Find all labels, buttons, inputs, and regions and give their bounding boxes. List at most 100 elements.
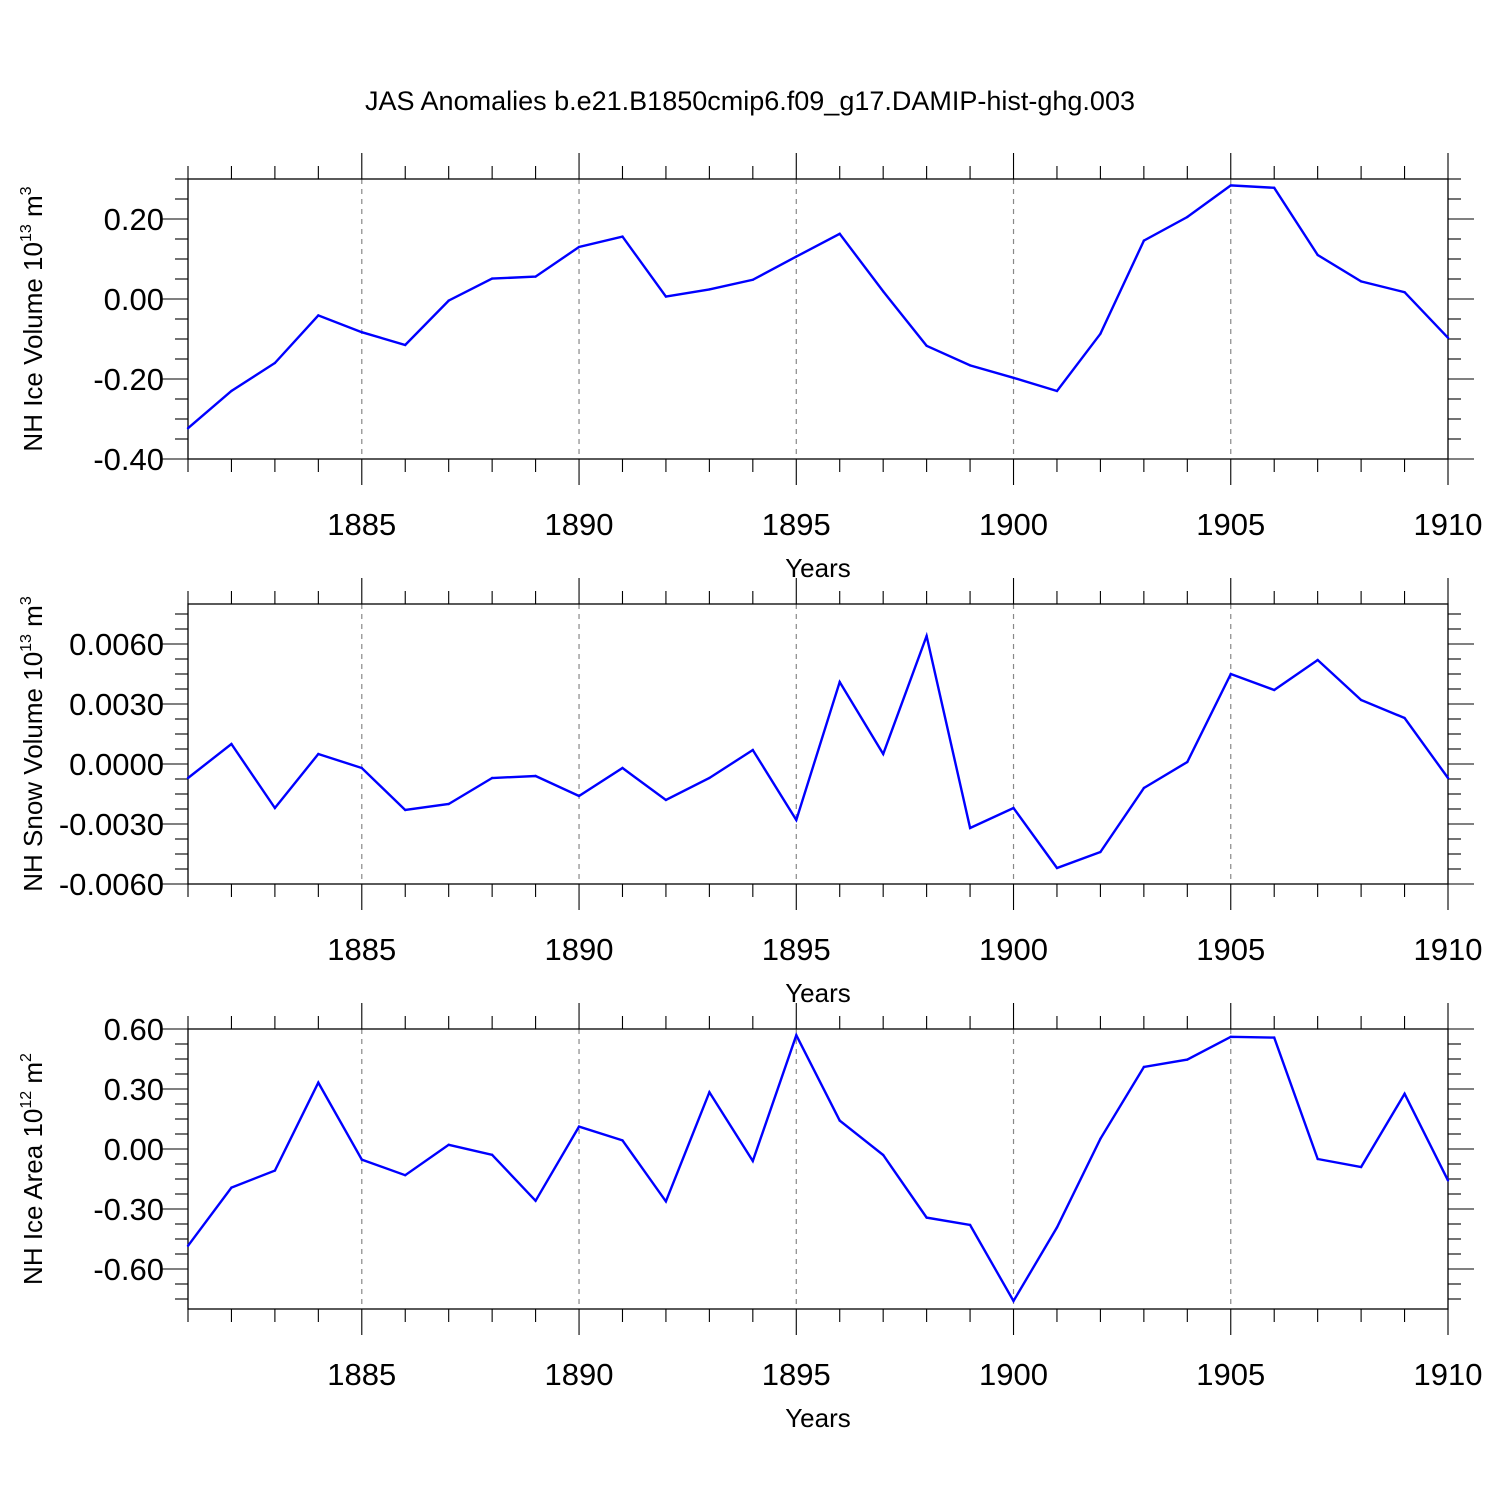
data-point [1229,1035,1232,1039]
data-point [708,776,711,780]
y-tick-label: -0.0060 [59,867,164,902]
x-tick-label: 1895 [762,507,831,542]
y-tick-label: 0.00 [104,1132,164,1167]
y-axis-title: NH Ice Area 1012 m2 [18,1053,48,1285]
x-axis-title: Years [785,978,851,1008]
data-point [577,245,581,249]
data-point [1446,336,1450,339]
x-tick-label: 1910 [1414,932,1483,967]
plot-frame [187,603,1449,885]
series-line-ice-area [187,1032,1450,1304]
data-point [1316,1157,1319,1161]
data-point [968,826,972,830]
data-point [186,776,190,780]
data-point [186,1244,190,1248]
data-point [751,748,755,752]
data-point [751,278,755,281]
data-point [447,299,450,302]
plot-frame [187,1028,1449,1310]
data-point [751,1159,755,1163]
data-point [1316,253,1319,257]
data-point [795,255,798,258]
data-point [273,806,277,810]
x-axis-title: Years [785,553,851,583]
data-point [968,1223,972,1227]
y-tick-label: 0.0030 [69,687,164,722]
data-point [317,752,320,756]
y-tick-label: 0.20 [104,202,164,237]
chart-title: JAS Anomalies b.e21.B1850cmip6.f09_g17.D… [365,86,1135,116]
x-axis-title: Years [785,1403,851,1433]
data-point [838,232,841,235]
data-point [534,275,537,278]
series-line-ice-volume [187,184,1449,430]
data-point [404,343,407,347]
data-point [1099,332,1102,335]
data-point [490,776,494,780]
data-point [1273,1036,1276,1039]
x-tick-label: 1910 [1414,507,1483,542]
data-point [968,364,972,367]
data-point [708,1091,711,1094]
data-point [925,1216,928,1219]
data-point [1186,1058,1189,1061]
data-point [490,277,494,280]
data-point [1012,1299,1015,1303]
y-tick-label: -0.30 [93,1192,164,1227]
data-point [621,766,624,770]
data-point [925,634,928,638]
data-point [838,680,841,684]
data-point [795,818,798,822]
data-point [1099,1137,1102,1141]
data-point [273,361,277,365]
x-tick-label: 1890 [545,1357,614,1392]
data-point [1229,184,1232,187]
data-point [621,1139,624,1142]
data-point [1055,866,1059,870]
x-tick-label: 1905 [1196,507,1265,542]
data-point [1273,688,1276,692]
data-point [447,802,450,806]
y-tick-label: -0.20 [93,362,164,397]
y-tick-label: 0.0060 [69,627,164,662]
data-point [664,295,668,298]
x-tick-label: 1900 [979,507,1048,542]
data-point [881,752,885,756]
data-point [1099,850,1102,854]
data-point [273,1169,277,1172]
data-point [1186,215,1189,219]
data-point [1403,291,1406,294]
data-point [230,389,233,393]
data-point [230,1186,233,1189]
x-tick-label: 1885 [327,1357,396,1392]
data-point [1359,1165,1363,1169]
y-tick-label: -0.60 [93,1252,164,1287]
data-point [1012,806,1015,810]
data-point [1055,389,1059,393]
x-tick-label: 1900 [979,932,1048,967]
data-point [1229,672,1232,676]
data-point [1142,239,1146,242]
data-point [1273,186,1276,189]
y-tick-label: -0.0030 [59,807,164,842]
data-point [1403,1092,1406,1096]
data-point [664,1200,668,1203]
y-tick-label: 0.60 [104,1012,164,1047]
y-tick-label: 0.0000 [69,747,164,782]
data-point [447,1143,450,1147]
x-tick-label: 1885 [327,507,396,542]
plot-frame [187,178,1449,460]
data-point [621,235,624,238]
data-point [1446,1179,1450,1182]
data-point [360,766,363,770]
y-tick-label: 0.00 [104,282,164,317]
y-tick-label: -0.40 [93,442,164,477]
data-point [925,344,928,347]
y-axis-title: NH Ice Volume 1013 m3 [18,186,48,451]
data-point [1316,658,1319,662]
data-point [795,1034,798,1037]
data-point [317,1081,320,1084]
y-axis-title: NH Snow Volume 1013 m3 [18,596,48,892]
x-tick-label: 1885 [327,932,396,967]
